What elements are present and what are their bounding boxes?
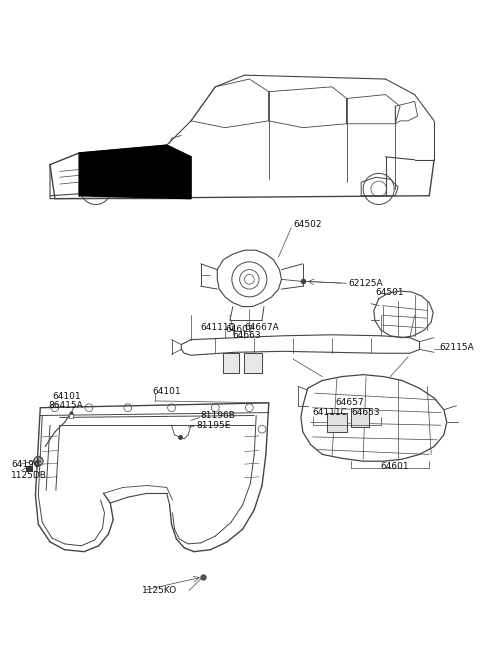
Text: 64602: 64602 [225, 326, 253, 335]
Text: 81195E: 81195E [196, 421, 230, 430]
Text: 64111D: 64111D [201, 322, 236, 331]
Text: 64653: 64653 [351, 408, 380, 417]
Text: 64601: 64601 [381, 462, 409, 470]
Text: 64111C: 64111C [312, 408, 348, 417]
Text: 1125KO: 1125KO [143, 586, 178, 595]
Text: 64663: 64663 [233, 331, 262, 340]
Text: 81196B: 81196B [201, 411, 236, 420]
Polygon shape [79, 145, 191, 198]
Text: 64196: 64196 [11, 460, 40, 468]
Polygon shape [351, 407, 369, 427]
Bar [26, 466, 34, 472]
Text: 62115A: 62115A [439, 343, 474, 352]
Text: 64101: 64101 [152, 386, 181, 396]
Polygon shape [84, 147, 165, 196]
Text: 64502: 64502 [293, 220, 322, 229]
Text: 64657: 64657 [335, 398, 363, 407]
Text: 62125A: 62125A [348, 279, 383, 288]
Polygon shape [223, 353, 239, 373]
Text: 1125DB: 1125DB [11, 472, 47, 480]
Text: 64667A: 64667A [244, 322, 279, 331]
Text: 86415A: 86415A [48, 402, 83, 410]
Text: 64101: 64101 [52, 392, 81, 401]
Text: 64501: 64501 [376, 288, 405, 297]
Polygon shape [244, 353, 262, 373]
Polygon shape [327, 413, 347, 432]
